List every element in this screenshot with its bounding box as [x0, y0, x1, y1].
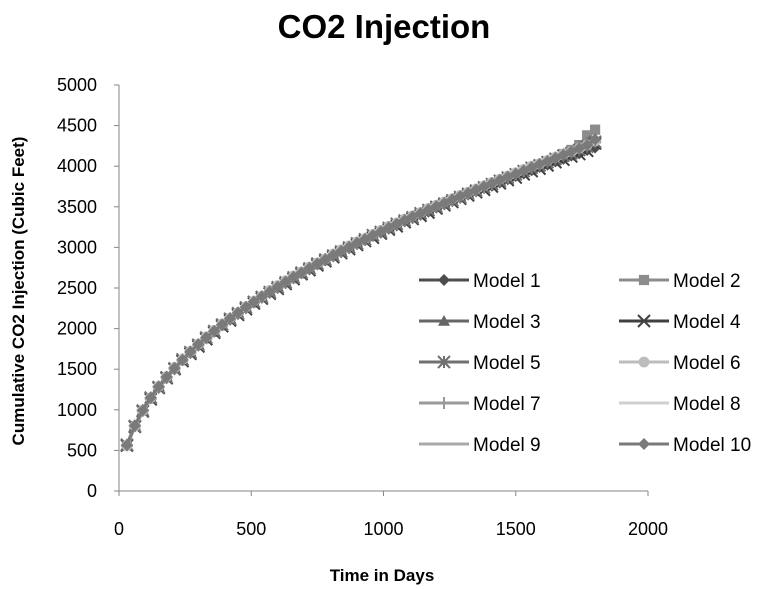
data-point	[255, 290, 268, 303]
data-point	[224, 312, 237, 325]
data-point	[200, 331, 213, 344]
y-tick-label: 4000	[57, 156, 97, 176]
legend-label: Model 5	[473, 353, 541, 374]
legend-item: Model 8	[619, 394, 741, 415]
data-point	[168, 361, 181, 374]
x-tick-label: 500	[236, 519, 266, 539]
y-tick-label: 0	[87, 481, 97, 501]
legend-marker	[637, 314, 651, 328]
legend-marker	[438, 397, 450, 409]
legend-marker	[638, 274, 650, 286]
y-tick-label: 1000	[57, 400, 97, 420]
data-point	[271, 280, 284, 293]
y-tick-label: 4500	[57, 116, 97, 136]
data-point	[160, 370, 173, 383]
x-tick-label: 1500	[496, 519, 536, 539]
data-point	[176, 353, 189, 366]
data-point	[184, 345, 197, 358]
legend-label: Model 10	[673, 435, 751, 456]
legend-item: Model 4	[619, 312, 741, 333]
legend-label: Model 7	[473, 394, 541, 415]
x-tick-label: 2000	[628, 519, 668, 539]
y-tick-label: 2500	[57, 278, 97, 298]
data-point	[581, 139, 594, 152]
x-tick-label: 0	[114, 519, 124, 539]
data-point	[247, 295, 260, 308]
y-tick-label: 3500	[57, 197, 97, 217]
data-point	[589, 133, 602, 146]
data-point	[232, 306, 245, 319]
legend-marker	[638, 356, 650, 368]
legend-label: Model 6	[673, 353, 741, 374]
y-axis-title: Cumulative CO2 Injection (Cubic Feet)	[9, 137, 28, 446]
axes: 0500100015002000250030003500400045005000…	[57, 75, 668, 539]
data-point	[128, 419, 141, 432]
y-tick-label: 5000	[57, 75, 97, 95]
y-tick-label: 2000	[57, 319, 97, 339]
data-point	[263, 285, 276, 298]
data-point	[136, 404, 149, 417]
data-point	[590, 124, 601, 135]
legend-label: Model 9	[473, 435, 541, 456]
data-point	[319, 253, 332, 266]
legend-marker	[638, 438, 650, 450]
data-point	[216, 318, 229, 331]
legend-label: Model 1	[473, 271, 541, 292]
legend-label: Model 3	[473, 312, 541, 333]
legend-item: Model 1	[419, 271, 541, 292]
y-tick-label: 500	[67, 440, 97, 460]
legend-item: Model 2	[619, 271, 741, 292]
data-point	[287, 271, 300, 284]
data-point	[295, 266, 308, 279]
legend-item: Model 7	[419, 394, 541, 415]
data-point	[144, 391, 157, 404]
data-point	[303, 262, 316, 275]
data-point	[208, 325, 221, 338]
x-axis-title: Time in Days	[330, 566, 435, 585]
data-point	[192, 338, 205, 351]
legend-label: Model 8	[673, 394, 741, 415]
legend-marker	[438, 274, 450, 286]
y-tick-label: 3000	[57, 237, 97, 257]
legend: Model 1 Model 2 Model 3 Model 4 Model 5 Model…	[419, 271, 751, 456]
data-point	[152, 380, 165, 393]
x-tick-label: 1000	[363, 519, 403, 539]
chart-title: CO2 Injection	[277, 8, 491, 45]
legend-item: Model 5	[419, 353, 541, 374]
legend-label: Model 4	[673, 312, 741, 333]
legend-marker	[438, 315, 450, 326]
data-point	[120, 439, 133, 452]
series-layer	[120, 124, 602, 453]
series-10	[120, 133, 602, 452]
legend-item: Model 10	[619, 435, 751, 456]
data-point	[239, 301, 252, 314]
legend-item: Model 3	[419, 312, 541, 333]
data-point	[582, 130, 593, 141]
legend-item: Model 6	[619, 353, 741, 374]
legend-label: Model 2	[673, 271, 741, 292]
y-tick-label: 1500	[57, 359, 97, 379]
legend-item: Model 9	[419, 435, 541, 456]
legend-marker	[437, 355, 451, 369]
data-point	[279, 275, 292, 288]
